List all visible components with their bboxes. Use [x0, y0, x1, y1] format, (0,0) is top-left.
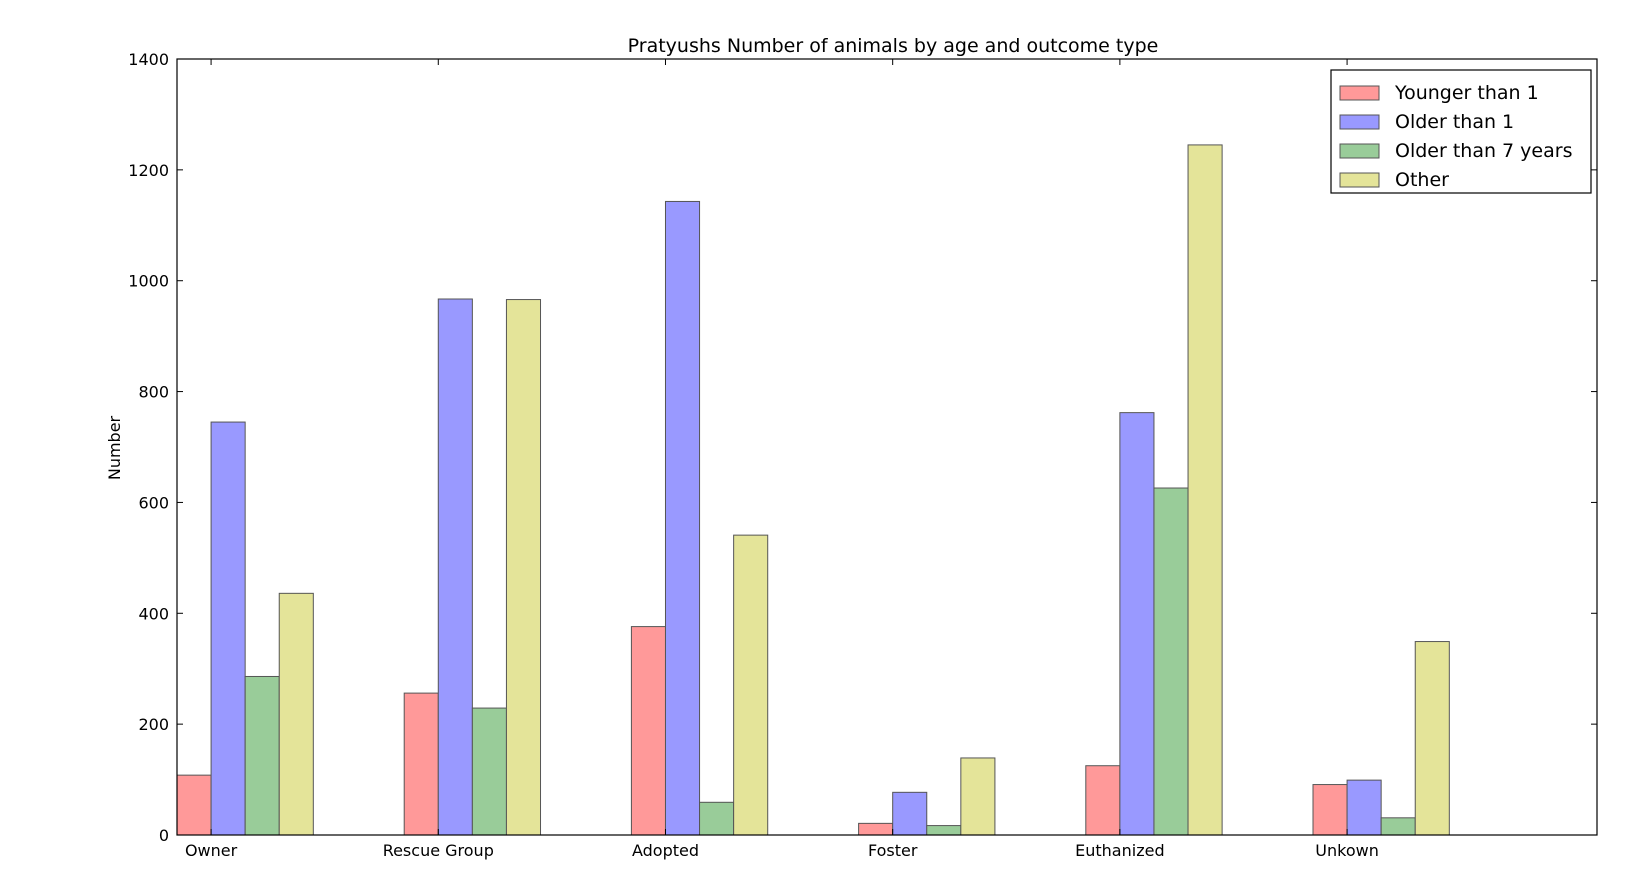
legend-label: Other: [1395, 169, 1449, 191]
chart-title: Pratyushs Number of animals by age and o…: [628, 35, 1159, 57]
legend-swatch: [1339, 114, 1380, 130]
bar-rescue-group-series-2: [437, 298, 473, 836]
y-tick-label: 400: [138, 604, 169, 623]
ticks-layer: [177, 58, 1597, 836]
bar-euthanized-series-2: [1119, 412, 1155, 836]
x-tick-label: Euthanized: [1075, 841, 1164, 860]
bar-owner-series-3: [244, 675, 280, 836]
x-tick-label: Rescue Group: [383, 841, 494, 860]
legend-label: Older than 1: [1395, 111, 1514, 133]
bar-foster-series-4: [960, 757, 996, 836]
legend-label: Younger than 1: [1394, 82, 1539, 104]
bars-layer: [176, 144, 1450, 836]
bar-unkown-series-4: [1414, 641, 1450, 836]
y-tick-label: 1200: [128, 161, 169, 180]
bar-adopted-series-1: [630, 626, 666, 836]
legend-swatch: [1339, 172, 1380, 188]
y-axis-label: Number: [105, 415, 124, 480]
y-tick-label: 800: [138, 383, 169, 402]
x-tick-label: Adopted: [632, 841, 699, 860]
bar-euthanized-series-3: [1153, 487, 1189, 836]
bar-unkown-series-3: [1380, 817, 1416, 836]
bar-foster-series-1: [858, 822, 894, 836]
bar-owner-series-2: [210, 421, 246, 836]
y-tick-label: 600: [138, 493, 169, 512]
x-tick-label: Owner: [185, 841, 238, 860]
x-tick-label: Unkown: [1315, 841, 1379, 860]
plot-frame: [176, 58, 1598, 836]
legend: Younger than 1 Older than 1 Older than 7 y…: [1330, 69, 1592, 194]
bar-adopted-series-3: [699, 801, 735, 836]
bar-euthanized-series-1: [1085, 765, 1121, 836]
bar-euthanized-series-4: [1187, 144, 1223, 836]
y-tick-label: 0: [159, 826, 169, 845]
labels-layer: 0 200 400 600 800 1000 1200 1400 Owner Rescue Gro…: [128, 50, 1379, 860]
bar-unkown-series-1: [1312, 784, 1348, 836]
bar-adopted-series-2: [664, 200, 701, 836]
bar-foster-series-2: [892, 791, 928, 836]
bar-rescue-group-series-1: [403, 692, 439, 836]
x-tick-label: Foster: [868, 841, 918, 860]
legend-label: Older than 7 years: [1395, 140, 1572, 162]
bar-unkown-series-2: [1346, 779, 1382, 836]
bar-rescue-group-series-4: [505, 299, 542, 836]
bar-owner-series-1: [176, 774, 212, 836]
bar-rescue-group-series-3: [471, 707, 507, 836]
bar-adopted-series-4: [733, 534, 769, 836]
legend-swatch: [1339, 85, 1380, 101]
y-tick-label: 1400: [128, 50, 169, 69]
bar-owner-series-4: [278, 592, 314, 836]
y-tick-label: 1000: [128, 272, 169, 291]
y-tick-label: 200: [138, 715, 169, 734]
legend-swatch: [1339, 143, 1380, 159]
bar-foster-series-3: [926, 825, 962, 836]
